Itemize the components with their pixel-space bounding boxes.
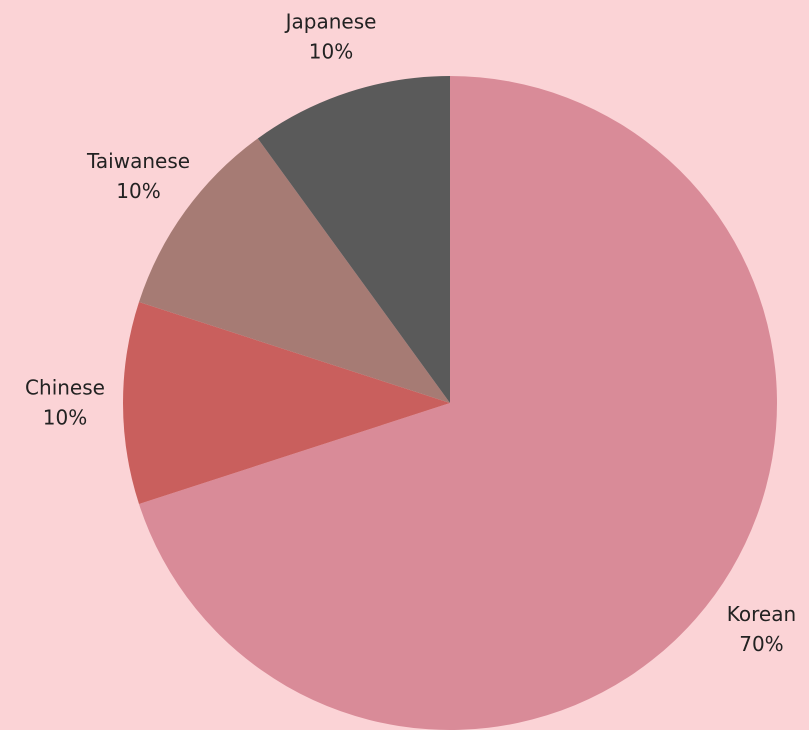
- slice-label: Japanese: [284, 9, 377, 33]
- slice-value-label: 10%: [43, 406, 87, 430]
- pie-slice: [139, 76, 777, 730]
- pie-slice: [257, 76, 450, 403]
- slice-label: Chinese: [25, 376, 105, 400]
- pie-slice: [139, 138, 450, 403]
- slice-value-label: 10%: [116, 179, 160, 203]
- slice-value-label: 10%: [309, 39, 353, 63]
- slice-value-label: 70%: [739, 632, 783, 656]
- slice-label: Taiwanese: [86, 149, 190, 173]
- slice-label: Korean: [727, 602, 796, 626]
- pie-slice: [123, 301, 450, 505]
